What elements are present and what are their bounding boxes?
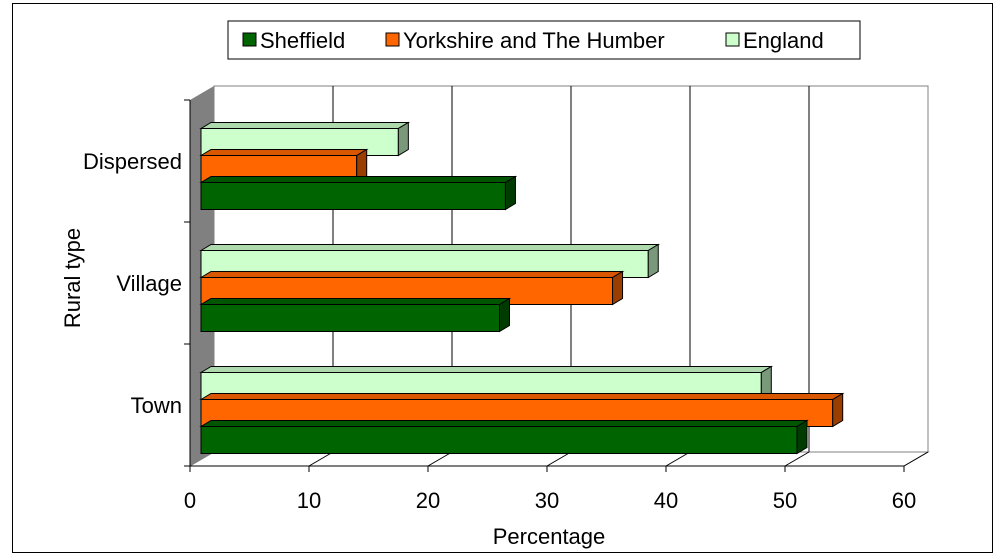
y-tick-label: Village — [116, 271, 182, 296]
legend: Sheffield Yorkshire and The Humber Engla… — [227, 20, 861, 60]
x-tick-label: 0 — [184, 488, 196, 513]
bar-top-face — [199, 298, 512, 305]
bar — [200, 426, 798, 454]
y-tick-label: Town — [131, 393, 182, 418]
legend-label-yorkshire: Yorkshire and The Humber — [403, 28, 665, 53]
x-tick-label: 10 — [297, 488, 321, 513]
bar-top-face — [199, 420, 809, 427]
x-tick-label: 60 — [892, 488, 916, 513]
bar-end-face — [397, 121, 409, 157]
bar-top-face — [199, 149, 369, 156]
bar-top-face — [199, 271, 625, 278]
legend-label-sheffield: Sheffield — [260, 28, 345, 53]
x-tick-label: 20 — [416, 488, 440, 513]
x-axis-title: Percentage — [493, 524, 606, 549]
floor-gridline — [308, 451, 334, 467]
legend-box — [227, 20, 861, 60]
legend-swatch-sheffield — [242, 32, 257, 47]
x-tick-label: 40 — [654, 488, 678, 513]
bar — [200, 304, 500, 332]
bar-top-face — [199, 176, 518, 183]
x-tick-label: 50 — [773, 488, 797, 513]
bar-top-face — [199, 366, 774, 373]
floor-gridline — [903, 451, 929, 467]
bar-end-face — [832, 392, 844, 428]
floor-gridline — [546, 451, 572, 467]
bar-end-face — [504, 175, 516, 211]
bar-top-face — [199, 244, 661, 251]
bar-end-face — [647, 243, 659, 279]
floor-gridline — [784, 451, 810, 467]
y-tick-label: Dispersed — [83, 149, 182, 174]
y-axis-title: Rural type — [60, 228, 85, 328]
bar-end-face — [796, 419, 808, 455]
floor-gridline — [427, 451, 453, 467]
bar — [200, 182, 506, 210]
legend-swatch-england — [725, 32, 740, 47]
legend-swatch-yorkshire — [385, 32, 400, 47]
floor-gridline — [665, 451, 691, 467]
bar-end-face — [499, 297, 510, 333]
bar-top-face — [199, 393, 845, 400]
bar-end-face — [612, 270, 624, 306]
bar-top-face — [199, 122, 411, 129]
x-tick-label: 30 — [535, 488, 559, 513]
legend-label-england: England — [743, 28, 824, 53]
